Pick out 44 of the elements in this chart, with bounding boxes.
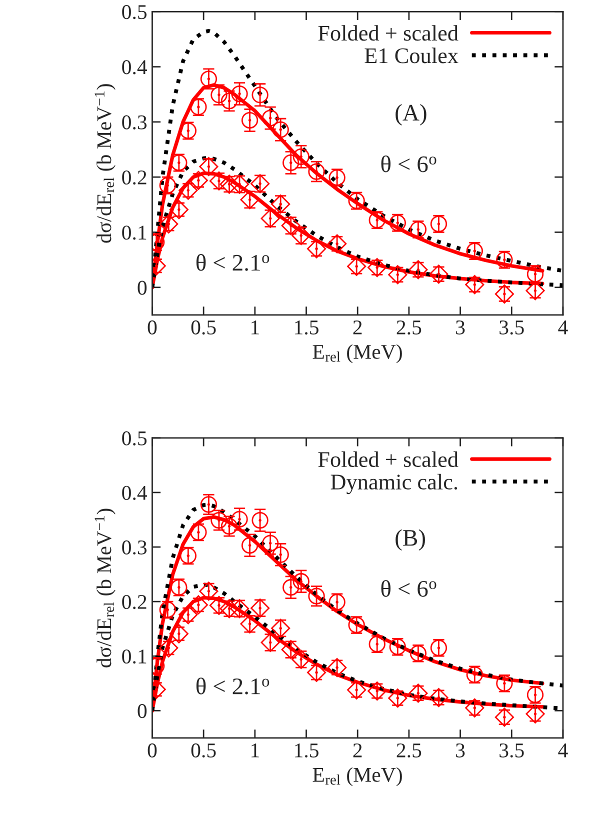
x-tick-label: 3.5 <box>500 320 524 335</box>
x-tick-label: 2 <box>353 743 362 758</box>
x-tick-label: 4 <box>558 744 568 758</box>
x-tick-label: 3 <box>456 743 465 758</box>
x-tick-label: 0 <box>148 320 157 334</box>
x-tick-label: 1 <box>252 320 259 334</box>
y-axis-title: dσ/dE$_{rel}$ (b MeV$^{−1}$) <box>94 84 116 243</box>
x-axis-title: E$_{rel}$ (MeV) <box>312 344 402 364</box>
x-tick-label: 1.5 <box>295 320 318 335</box>
y-tick-label: 0.1 <box>122 226 146 240</box>
x-tick-label: 3.5 <box>500 743 524 758</box>
annotation: θ < 2.1$^{o}$ <box>196 254 270 271</box>
legend-label: Folded + scaled <box>318 25 458 41</box>
x-tick-label: 4 <box>558 320 568 334</box>
annotation: θ < 2.1$^{o}$ <box>196 678 270 694</box>
annotation: θ < 6$^{o}$ <box>381 155 436 172</box>
y-tick-label: 0 <box>138 280 147 295</box>
legend-label: Dynamic calc. <box>330 474 458 494</box>
x-tick-label: 0 <box>148 743 157 758</box>
y-tick-label: 0.3 <box>122 540 147 555</box>
y-tick-label: 0.1 <box>122 649 146 664</box>
x-tick-label: 3 <box>456 320 465 334</box>
y-tick-label: 0.5 <box>122 5 147 20</box>
x-tick-label: 2.5 <box>396 743 422 758</box>
x-tick-label: 1.5 <box>295 743 318 758</box>
y-axis-title: dσ/dE$_{rel}$ (b MeV$^{−1}$) <box>94 508 116 668</box>
annotation: (A) <box>396 104 426 126</box>
y-tick-label: 0.3 <box>122 115 147 130</box>
x-tick-label: 0.5 <box>191 743 216 758</box>
y-tick-label: 0 <box>138 704 147 718</box>
x-tick-label: 1 <box>252 743 259 758</box>
x-axis-title: E$_{rel}$ (MeV) <box>312 767 402 786</box>
y-tick-label: 0.4 <box>122 486 148 500</box>
legend-label: Folded + scaled <box>318 451 458 468</box>
legend-label: E1 Coulex <box>364 48 458 64</box>
y-tick-label: 0.2 <box>122 170 146 185</box>
x-tick-label: 2 <box>353 320 362 334</box>
y-tick-label: 0.2 <box>122 594 146 610</box>
y-tick-label: 0.5 <box>122 431 147 446</box>
x-tick-label: 2.5 <box>396 320 422 335</box>
annotation: θ < 6$^{o}$ <box>381 580 436 597</box>
annotation: (B) <box>396 529 426 551</box>
x-tick-label: 0.5 <box>191 320 216 335</box>
y-tick-label: 0.4 <box>122 60 148 74</box>
